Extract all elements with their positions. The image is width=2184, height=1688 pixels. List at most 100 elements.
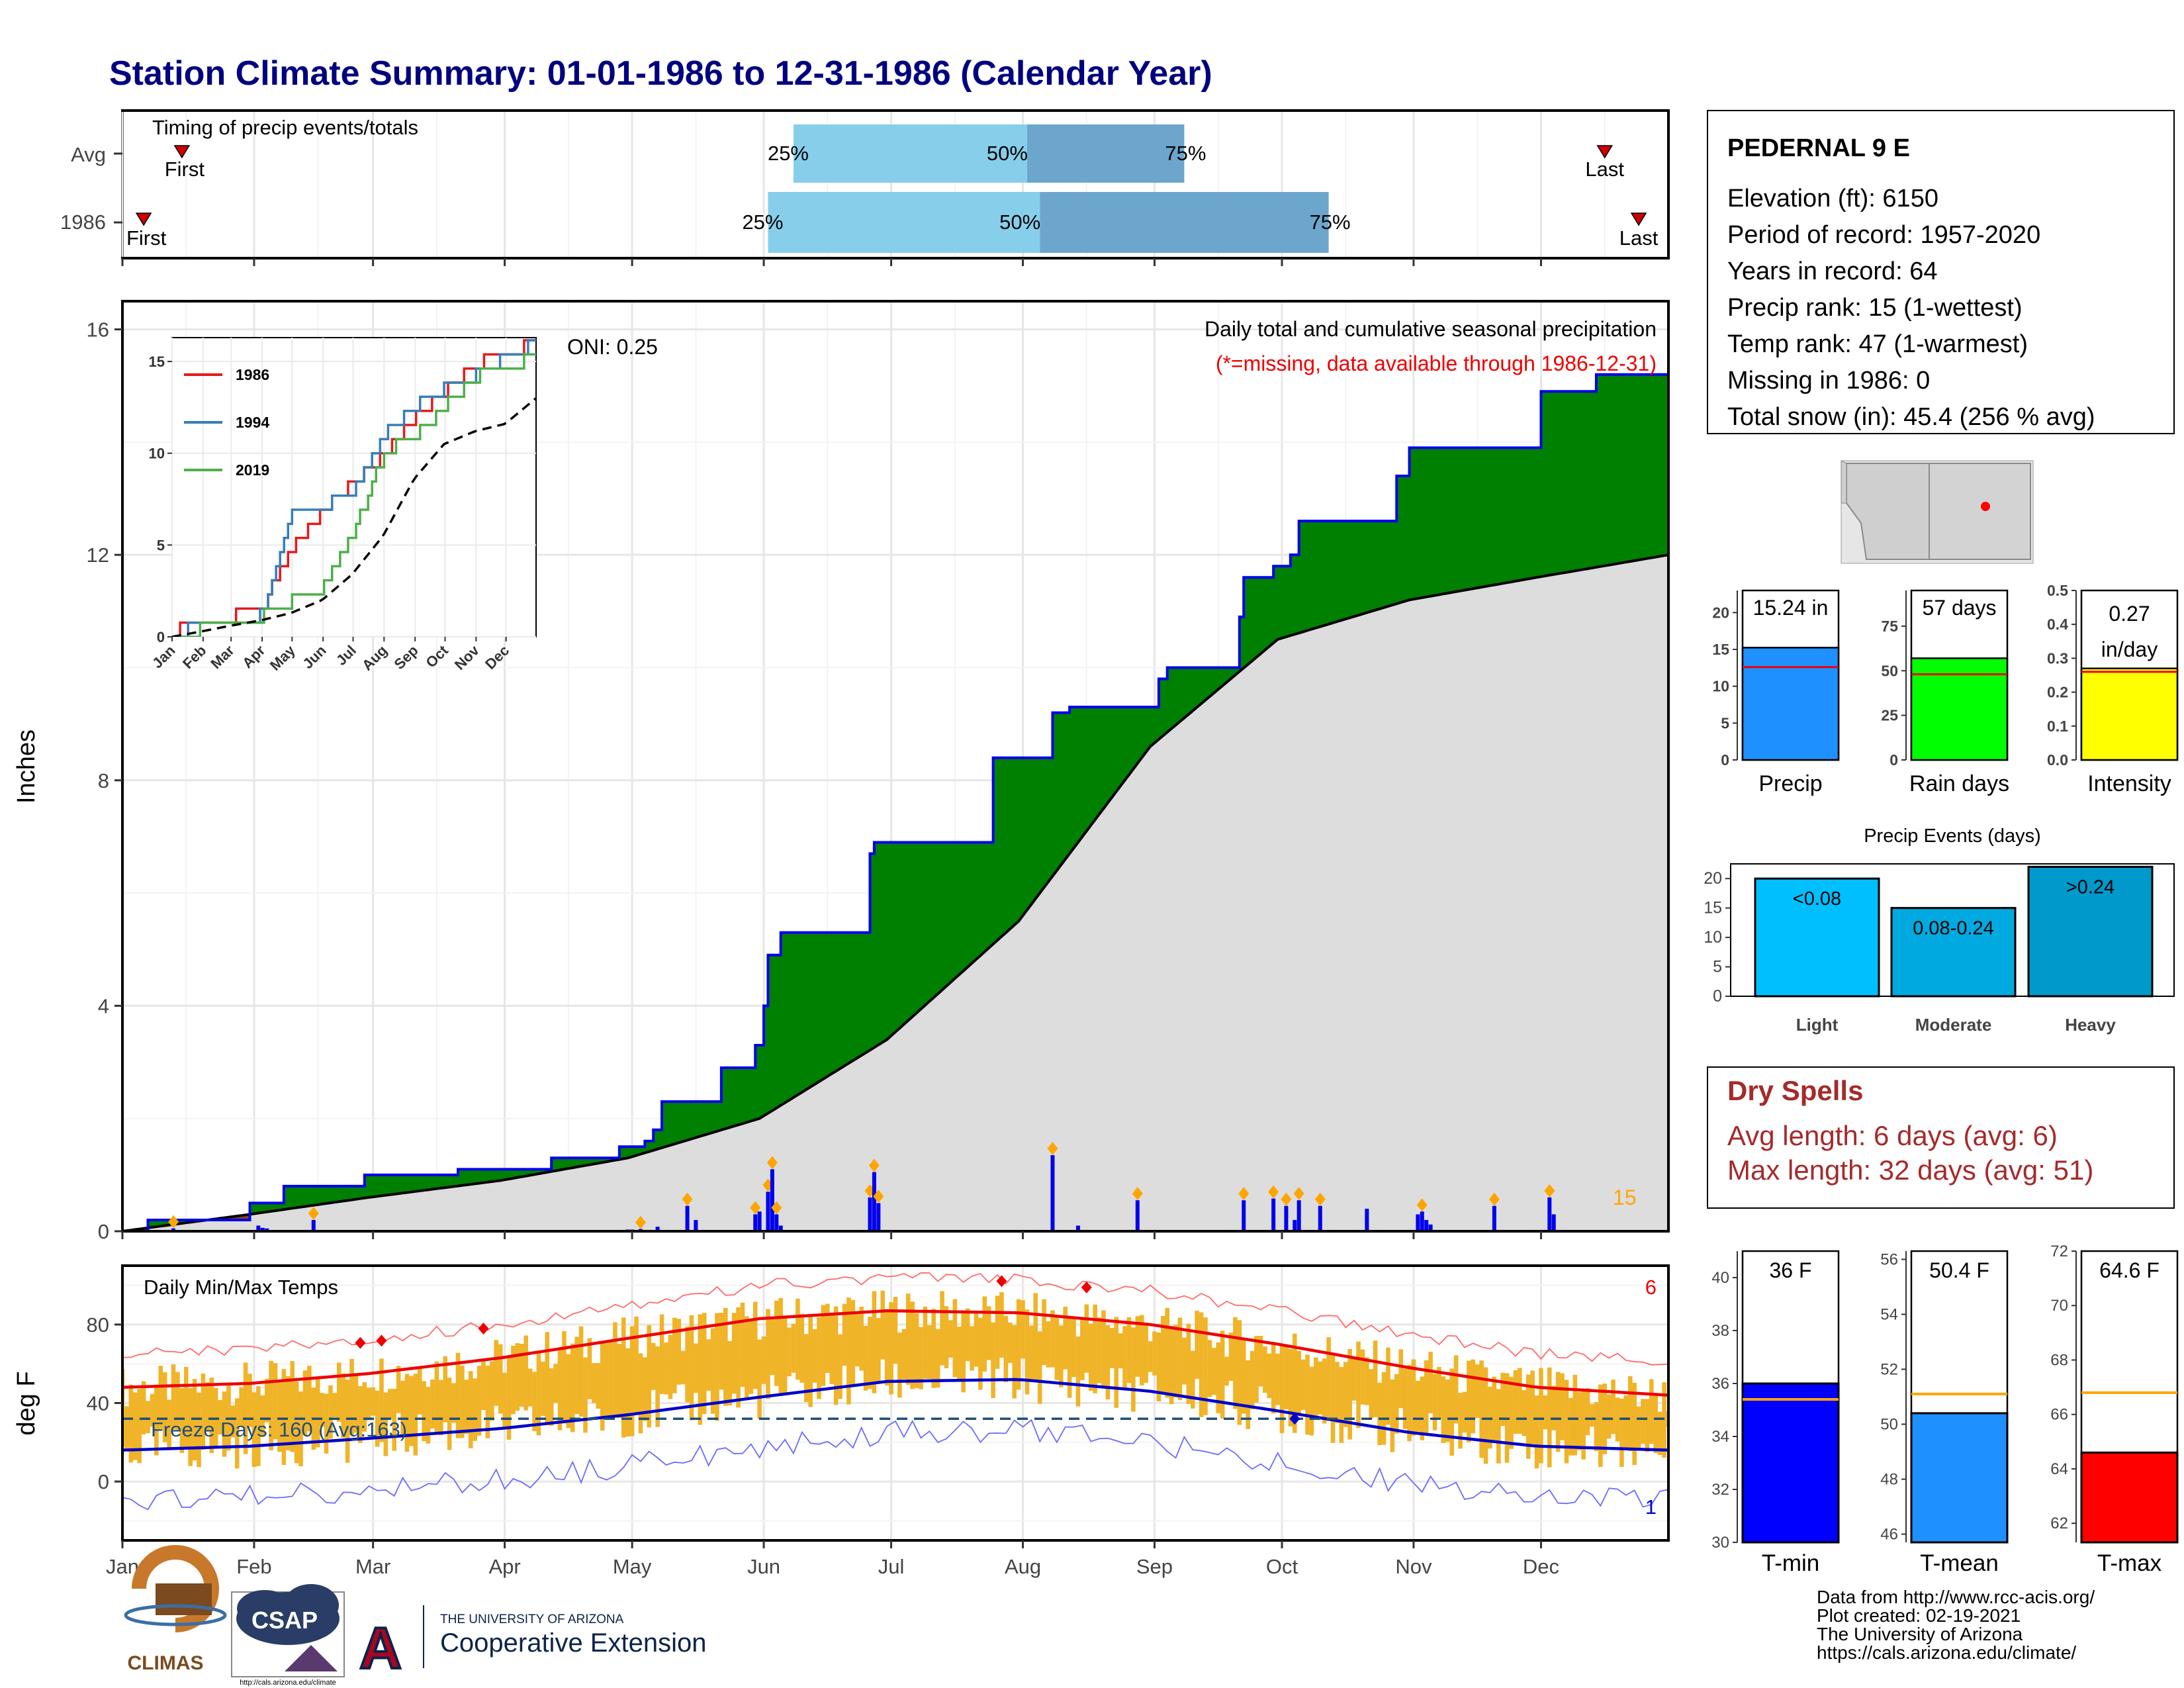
- daily-temp-bar: [302, 1370, 308, 1436]
- above-average-area: [304, 1186, 310, 1207]
- daily-precip-bar: [1293, 1219, 1297, 1231]
- daily-temp-bar: [1122, 1326, 1127, 1389]
- daily-temp-bar: [850, 1299, 856, 1387]
- above-average-area: [899, 842, 905, 1029]
- above-average-area: [1005, 757, 1011, 933]
- daily-temp-bar: [956, 1327, 962, 1380]
- daily-temp-bar: [596, 1363, 601, 1409]
- daily-temp-bar: [1657, 1411, 1662, 1455]
- daily-temp-bar: [833, 1306, 839, 1405]
- daily-temp-bar: [1258, 1336, 1263, 1387]
- daily-precip-bar: [1318, 1205, 1322, 1231]
- timing-last-marker: [1630, 212, 1647, 226]
- temp-title: Daily Min/Max Temps: [144, 1276, 338, 1299]
- daily-temp-bar: [774, 1300, 779, 1386]
- above-average-area: [878, 842, 884, 1045]
- daily-temp-bar: [150, 1393, 155, 1427]
- daily-precip-bar: [753, 1214, 758, 1231]
- tbar-ytick-label: 48: [1880, 1471, 1898, 1489]
- daily-precip-bar: [1050, 1155, 1055, 1231]
- daily-temp-bar: [1186, 1323, 1191, 1404]
- tbar-label: T-max: [2097, 1550, 2162, 1576]
- daily-precip-bar: [1428, 1224, 1433, 1231]
- daily-precip-bar: [256, 1225, 261, 1231]
- daily-temp-bar: [222, 1391, 227, 1457]
- above-average-area: [1349, 520, 1355, 618]
- daily-temp-bar: [1021, 1300, 1025, 1359]
- timing-row-label-year: 1986: [60, 211, 106, 234]
- above-average-area: [1023, 757, 1028, 917]
- above-average-area: [751, 1067, 756, 1121]
- above-average-area: [980, 842, 985, 957]
- daily-temp-bar: [859, 1306, 864, 1371]
- daily-temp-bar: [1305, 1354, 1310, 1435]
- above-average-area: [1302, 520, 1308, 632]
- timing-panel: Timing of precip events/totals Avg 1986 …: [60, 109, 1670, 266]
- daily-temp-bar: [999, 1292, 1004, 1358]
- above-average-area: [1651, 374, 1657, 558]
- daily-temp-bar: [562, 1331, 567, 1424]
- events-ytick-label: 20: [1704, 869, 1722, 888]
- above-average-area: [1481, 447, 1486, 588]
- tbar-ytick-label: 56: [1880, 1250, 1898, 1268]
- daily-precip-marker: [1268, 1185, 1279, 1199]
- above-average-area: [696, 1101, 701, 1138]
- daily-temp-bar: [277, 1382, 282, 1452]
- daily-temp-bar: [770, 1317, 775, 1376]
- daily-temp-bar: [1590, 1404, 1594, 1427]
- above-average-area: [1069, 706, 1074, 855]
- record-high-marker: [996, 1275, 1007, 1288]
- daily-temp-bar: [541, 1361, 545, 1416]
- above-average-area: [874, 842, 879, 1048]
- above-average-area: [1634, 374, 1639, 561]
- daily-temp-bar: [1284, 1346, 1289, 1409]
- mini-ytick-label: 0.3: [2047, 649, 2068, 667]
- above-average-area: [1583, 391, 1588, 570]
- above-average-area: [827, 932, 833, 1077]
- above-average-area: [1422, 447, 1427, 598]
- daily-temp-bar: [1585, 1388, 1590, 1436]
- above-average-area: [895, 842, 900, 1033]
- above-average-area: [287, 1186, 293, 1209]
- above-average-area: [963, 842, 968, 972]
- above-average-area: [1469, 447, 1474, 590]
- above-average-area: [831, 932, 837, 1074]
- month-axis-label: Oct: [1266, 1555, 1298, 1578]
- mini-value-bar: [2080, 667, 2179, 761]
- mini-ytick-label: 0.5: [2047, 582, 2068, 599]
- events-ytick-label: 10: [1704, 928, 1722, 947]
- above-average-area: [1014, 757, 1019, 926]
- daily-temp-bar: [817, 1317, 821, 1399]
- events-bar: [1754, 877, 1880, 998]
- above-average-area: [1341, 520, 1346, 621]
- daily-temp-bar: [1318, 1361, 1323, 1415]
- above-average-area: [419, 1174, 424, 1192]
- daily-temp-bar: [392, 1388, 397, 1451]
- above-average-area: [415, 1174, 420, 1192]
- daily-temp-bar: [460, 1365, 465, 1438]
- daily-temp-bar: [171, 1364, 176, 1430]
- daily-temp-bar: [1360, 1349, 1365, 1405]
- daily-temp-bar: [188, 1387, 193, 1466]
- above-average-area: [1026, 757, 1032, 911]
- above-average-area: [907, 842, 913, 1021]
- precip-ytick-label: 8: [98, 769, 109, 792]
- mini-value-label: 57 days: [1922, 596, 1996, 620]
- above-average-area: [313, 1186, 318, 1206]
- above-average-area: [1307, 520, 1312, 631]
- above-average-area: [390, 1174, 395, 1196]
- timing-bar-q50-q75: [1026, 124, 1185, 183]
- daily-precip-bar: [1424, 1219, 1429, 1231]
- average-cumulative-area: [122, 555, 1668, 1231]
- month-axis-label: Jun: [747, 1555, 780, 1578]
- above-average-area: [1082, 706, 1087, 837]
- above-average-area: [1116, 706, 1121, 792]
- above-average-area: [742, 1067, 747, 1124]
- events-ytick-label: 0: [1713, 987, 1722, 1006]
- above-average-area: [1430, 447, 1435, 596]
- above-average-area: [903, 842, 909, 1025]
- daily-temp-bar: [1275, 1353, 1280, 1405]
- inset-legend-label: 1994: [236, 414, 269, 431]
- above-average-area: [1205, 667, 1210, 701]
- daily-temp-bar: [825, 1303, 830, 1373]
